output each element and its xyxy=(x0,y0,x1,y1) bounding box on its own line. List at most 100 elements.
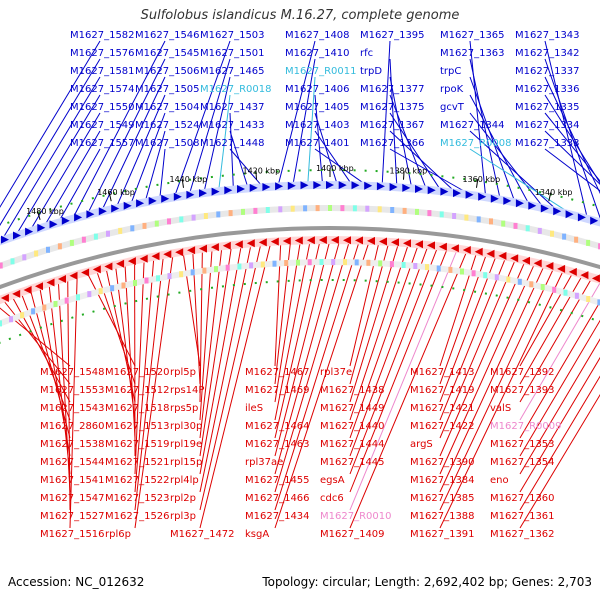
gene-label-m1627-1519[interactable]: M1627_1519 xyxy=(105,439,170,450)
gene-label-m1627-r0018[interactable]: M1627_R0018 xyxy=(200,84,271,95)
gene-label-m1627-1508[interactable]: M1627_1508 xyxy=(135,138,200,149)
gene-label-m1627-1343[interactable]: M1627_1343 xyxy=(515,30,580,41)
gene-label-m1627-1377[interactable]: M1627_1377 xyxy=(360,84,425,95)
gene-label-m1627-1448[interactable]: M1627_1448 xyxy=(200,138,265,149)
gene-label-m1627-1506[interactable]: M1627_1506 xyxy=(135,66,200,77)
gene-label-m1627-1445[interactable]: M1627_1445 xyxy=(320,457,385,468)
gene-label-m1627-r0009[interactable]: M1627_R0009 xyxy=(490,421,561,432)
gene-label-m1627-1421[interactable]: M1627_1421 xyxy=(410,403,475,414)
gene-label-cdc6[interactable]: cdc6 xyxy=(320,493,344,504)
gene-label-m1627-1434[interactable]: M1627_1434 xyxy=(245,511,310,522)
gene-label-m1627-1549[interactable]: M1627_1549 xyxy=(70,120,135,131)
gene-label-m1627-1472[interactable]: M1627_1472 xyxy=(170,529,235,540)
gene-label-m1627-1360[interactable]: M1627_1360 xyxy=(490,493,555,504)
gene-label-m1627-1520[interactable]: M1627_1520 xyxy=(105,367,170,378)
gene-label-m1627-2860[interactable]: M1627_2860 xyxy=(40,421,105,432)
gene-label-m1627-1403[interactable]: M1627_1403 xyxy=(285,120,350,131)
gene-label-rpl19e[interactable]: rpl19e xyxy=(170,439,202,450)
gene-label-m1627-1504[interactable]: M1627_1504 xyxy=(135,102,200,113)
gene-label-m1627-1405[interactable]: M1627_1405 xyxy=(285,102,350,113)
gene-label-m1627-1333[interactable]: M1627_1333 xyxy=(515,138,580,149)
gene-label-m1627-1513[interactable]: M1627_1513 xyxy=(105,421,170,432)
gene-label-m1627-1582[interactable]: M1627_1582 xyxy=(70,30,135,41)
gene-label-m1627-1361[interactable]: M1627_1361 xyxy=(490,511,555,522)
gene-label-rps14p[interactable]: rps14P xyxy=(170,385,204,396)
gene-label-m1627-r0008[interactable]: M1627_R0008 xyxy=(440,138,511,149)
gene-label-m1627-1466[interactable]: M1627_1466 xyxy=(245,493,310,504)
gene-label-m1627-1406[interactable]: M1627_1406 xyxy=(285,84,350,95)
gene-label-m1627-1526[interactable]: M1627_1526 xyxy=(105,511,170,522)
gene-label-m1627-1336[interactable]: M1627_1336 xyxy=(515,84,580,95)
gene-label-rps5p[interactable]: rps5p xyxy=(170,403,198,414)
gene-label-rpl37ae[interactable]: rpl37ae xyxy=(245,457,283,468)
gene-label-m1627-1522[interactable]: M1627_1522 xyxy=(105,475,170,486)
gene-label-m1627-1392[interactable]: M1627_1392 xyxy=(490,367,555,378)
gene-label-m1627-1390[interactable]: M1627_1390 xyxy=(410,457,475,468)
gene-label-m1627-1384[interactable]: M1627_1384 xyxy=(410,475,475,486)
gene-label-m1627-r0011[interactable]: M1627_R0011 xyxy=(285,66,356,77)
gene-label-m1627-1344[interactable]: M1627_1344 xyxy=(440,120,505,131)
gene-label-m1627-1581[interactable]: M1627_1581 xyxy=(70,66,135,77)
gene-label-m1627-1410[interactable]: M1627_1410 xyxy=(285,48,350,59)
gene-label-rpok[interactable]: rpoK xyxy=(440,84,464,95)
gene-label-m1627-1342[interactable]: M1627_1342 xyxy=(515,48,580,59)
gene-label-m1627-1385[interactable]: M1627_1385 xyxy=(410,493,475,504)
gene-label-m1627-1469[interactable]: M1627_1469 xyxy=(245,385,310,396)
gene-label-trpd[interactable]: trpD xyxy=(360,66,382,77)
gene-label-m1627-1337[interactable]: M1627_1337 xyxy=(515,66,580,77)
gene-label-trpc[interactable]: trpC xyxy=(440,66,461,77)
gene-label-m1627-1365[interactable]: M1627_1365 xyxy=(440,30,505,41)
gene-label-m1627-1463[interactable]: M1627_1463 xyxy=(245,439,310,450)
gene-label-m1627-1408[interactable]: M1627_1408 xyxy=(285,30,350,41)
gene-label-m1627-1505[interactable]: M1627_1505 xyxy=(135,84,200,95)
gene-label-m1627-1334[interactable]: M1627_1334 xyxy=(515,120,580,131)
gene-label-m1627-1444[interactable]: M1627_1444 xyxy=(320,439,385,450)
gene-label-m1627-1550[interactable]: M1627_1550 xyxy=(70,102,135,113)
gene-label-m1627-1543[interactable]: M1627_1543 xyxy=(40,403,105,414)
gene-label-m1627-1523[interactable]: M1627_1523 xyxy=(105,493,170,504)
gene-label-m1627-1449[interactable]: M1627_1449 xyxy=(320,403,385,414)
gene-label-iles[interactable]: ileS xyxy=(245,403,263,414)
gene-label-m1627-1546[interactable]: M1627_1546 xyxy=(135,30,200,41)
gene-label-m1627-1545[interactable]: M1627_1545 xyxy=(135,48,200,59)
gene-label-m1627-1422[interactable]: M1627_1422 xyxy=(410,421,475,432)
gene-label-m1627-1440[interactable]: M1627_1440 xyxy=(320,421,385,432)
gene-label-m1627-1413[interactable]: M1627_1413 xyxy=(410,367,475,378)
gene-label-m1627-1512[interactable]: M1627_1512 xyxy=(105,385,170,396)
gene-label-m1627-1518[interactable]: M1627_1518 xyxy=(105,403,170,414)
gene-label-m1627-1366[interactable]: M1627_1366 xyxy=(360,138,425,149)
gene-label-m1627-1354[interactable]: M1627_1354 xyxy=(490,457,555,468)
gene-label-rpl6p[interactable]: rpl6p xyxy=(105,529,131,540)
gene-label-m1627-1548[interactable]: M1627_1548 xyxy=(40,367,105,378)
gene-label-m1627-1574[interactable]: M1627_1574 xyxy=(70,84,135,95)
gene-label-eno[interactable]: eno xyxy=(490,475,509,486)
gene-label-m1627-1419[interactable]: M1627_1419 xyxy=(410,385,475,396)
gene-label-m1627-1391[interactable]: M1627_1391 xyxy=(410,529,475,540)
gene-label-m1627-1465[interactable]: M1627_1465 xyxy=(200,66,265,77)
gene-label-m1627-1335[interactable]: M1627_1335 xyxy=(515,102,580,113)
gene-label-m1627-1524[interactable]: M1627_1524 xyxy=(135,120,200,131)
gene-label-m1627-1437[interactable]: M1627_1437 xyxy=(200,102,265,113)
gene-label-args[interactable]: argS xyxy=(410,439,433,450)
gene-label-m1627-1503[interactable]: M1627_1503 xyxy=(200,30,265,41)
gene-label-m1627-1521[interactable]: M1627_1521 xyxy=(105,457,170,468)
gene-label-gcvt[interactable]: gcvT xyxy=(440,102,465,113)
gene-label-m1627-1438[interactable]: M1627_1438 xyxy=(320,385,385,396)
gene-label-rpl3p[interactable]: rpl3p xyxy=(170,511,196,522)
gene-label-m1627-1353[interactable]: M1627_1353 xyxy=(490,439,555,450)
gene-label-m1627-1395[interactable]: M1627_1395 xyxy=(360,30,425,41)
gene-label-rpl37e[interactable]: rpl37e xyxy=(320,367,352,378)
gene-label-m1627-1409[interactable]: M1627_1409 xyxy=(320,529,385,540)
gene-label-m1627-1363[interactable]: M1627_1363 xyxy=(440,48,505,59)
gene-label-m1627-1367[interactable]: M1627_1367 xyxy=(360,120,425,131)
gene-label-m1627-1553[interactable]: M1627_1553 xyxy=(40,385,105,396)
gene-label-m1627-1544[interactable]: M1627_1544 xyxy=(40,457,105,468)
gene-label-m1627-1538[interactable]: M1627_1538 xyxy=(40,439,105,450)
gene-label-m1627-1401[interactable]: M1627_1401 xyxy=(285,138,350,149)
gene-label-rpl4lp[interactable]: rpl4lp xyxy=(170,475,199,486)
gene-label-m1627-1464[interactable]: M1627_1464 xyxy=(245,421,310,432)
gene-label-rpl30p[interactable]: rpl30p xyxy=(170,421,202,432)
gene-label-m1627-1501[interactable]: M1627_1501 xyxy=(200,48,265,59)
gene-label-rpl15p[interactable]: rpl15p xyxy=(170,457,202,468)
gene-label-rfc[interactable]: rfc xyxy=(360,48,373,59)
